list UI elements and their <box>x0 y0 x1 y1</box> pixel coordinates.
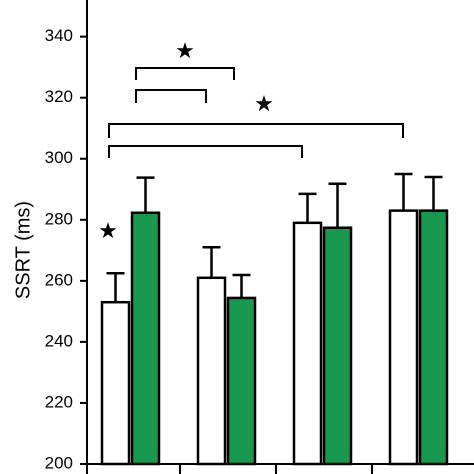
bar <box>322 226 353 466</box>
bar <box>196 276 227 466</box>
y-tick-label: 340 <box>45 26 73 45</box>
bar <box>418 209 449 466</box>
error-bar <box>106 271 125 303</box>
error-bar <box>424 175 443 211</box>
error-bar <box>232 273 251 298</box>
bracket <box>108 145 303 158</box>
bracket <box>135 67 235 80</box>
bar <box>130 211 161 466</box>
y-tick-label: 220 <box>45 392 73 411</box>
error-bar <box>202 246 221 278</box>
error-bar <box>136 176 155 213</box>
significance-star: ★ <box>98 218 118 243</box>
error-bar <box>298 192 317 223</box>
error-bar <box>328 182 347 228</box>
bracket <box>135 89 207 103</box>
bar <box>388 209 419 466</box>
y-tick-label: 260 <box>45 270 73 289</box>
significance-star: ★ <box>254 91 274 116</box>
y-tick-label: 300 <box>45 148 73 167</box>
y-axis-label: SSRT (ms) <box>12 201 34 299</box>
bar <box>292 221 323 466</box>
error-bar <box>394 172 413 211</box>
y-tick-label: 320 <box>45 87 73 106</box>
y-tick-label: 280 <box>45 209 73 228</box>
bracket <box>108 123 404 138</box>
y-tick-label: 200 <box>45 453 73 472</box>
significance-star: ★ <box>175 38 195 63</box>
y-tick-label: 240 <box>45 331 73 350</box>
bar <box>226 296 257 466</box>
bar <box>100 300 131 466</box>
